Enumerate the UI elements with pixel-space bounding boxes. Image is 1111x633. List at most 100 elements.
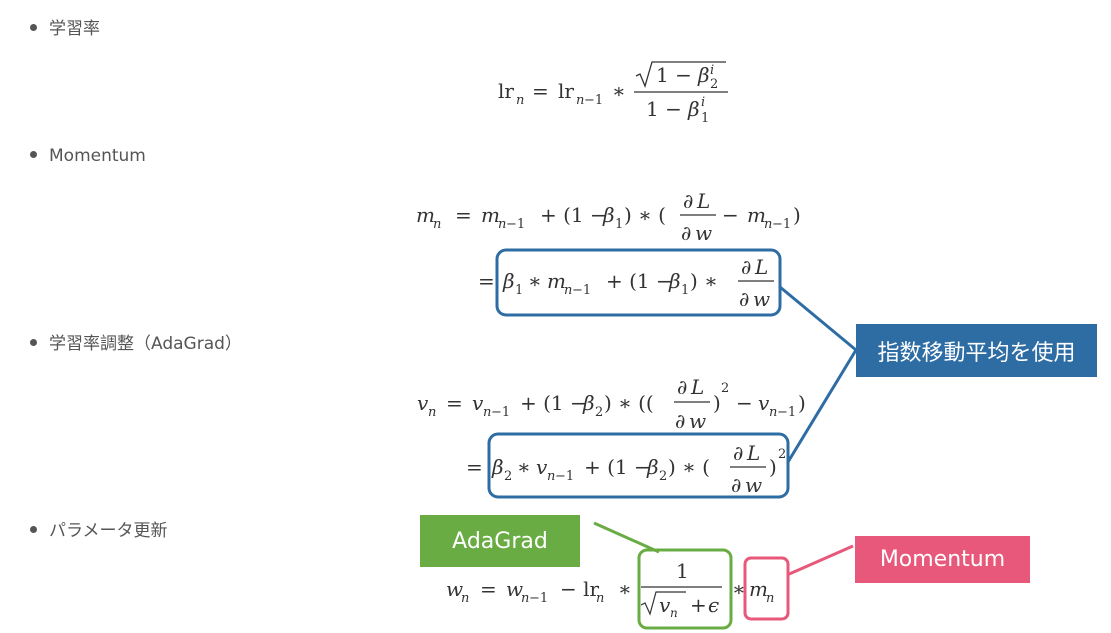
svg-text:=: = bbox=[480, 577, 497, 601]
bullet-dot bbox=[30, 525, 37, 533]
svg-text:∂: ∂ bbox=[675, 409, 685, 433]
callout-ema: 指数移動平均を使用 bbox=[856, 324, 1097, 377]
svg-text:=: = bbox=[446, 391, 463, 415]
svg-text:β: β bbox=[697, 63, 710, 87]
svg-text:−1: −1 bbox=[772, 217, 791, 232]
svg-text:m: m bbox=[547, 269, 566, 293]
svg-text:n: n bbox=[498, 217, 506, 232]
svg-text:v: v bbox=[758, 391, 770, 415]
svg-text:v: v bbox=[472, 391, 484, 415]
equation-learning-rate: lr n = lr n −1 ∗ 1 − β i 2 1 − β i 1 bbox=[498, 61, 728, 126]
callout-momentum-label: Momentum bbox=[879, 547, 1006, 572]
svg-text:m: m bbox=[416, 203, 435, 227]
callout-adagrad: AdaGrad bbox=[420, 515, 580, 567]
svg-text:1: 1 bbox=[701, 111, 709, 126]
svg-text:lr: lr bbox=[498, 79, 514, 103]
svg-text:n: n bbox=[461, 591, 469, 606]
svg-text:∂: ∂ bbox=[739, 287, 749, 311]
bullet-dot bbox=[30, 338, 37, 346]
bullet-dot bbox=[30, 150, 37, 158]
svg-text:v: v bbox=[417, 391, 429, 415]
svg-text:−1: −1 bbox=[506, 217, 525, 232]
svg-text:∗: ∗ bbox=[612, 79, 626, 103]
svg-text:∗: ∗ bbox=[732, 577, 746, 601]
svg-text:+ (1 −: + (1 − bbox=[540, 203, 607, 227]
svg-text:β: β bbox=[668, 269, 681, 293]
svg-text:−1: −1 bbox=[555, 469, 574, 484]
svg-text:β: β bbox=[491, 455, 504, 479]
svg-text:−: − bbox=[736, 391, 753, 415]
svg-text:n: n bbox=[764, 217, 772, 232]
svg-text:) ∗ ((: ) ∗ (( bbox=[604, 391, 654, 415]
bullet-dot bbox=[30, 23, 37, 31]
adagrad-term-highlight bbox=[637, 548, 733, 630]
svg-text:∗: ∗ bbox=[618, 577, 632, 601]
svg-text:=: = bbox=[532, 79, 549, 103]
svg-text:+ (1 −: + (1 − bbox=[606, 269, 673, 293]
svg-text:) ∗ (: ) ∗ ( bbox=[668, 455, 710, 479]
svg-text:n: n bbox=[766, 591, 774, 606]
equation-momentum-1: m n = m n −1 + (1 − β 1 ) ∗ ( ∂ L ∂ w − m … bbox=[416, 189, 801, 245]
svg-text:=: = bbox=[455, 203, 472, 227]
ema-connector-bottom bbox=[786, 349, 858, 463]
equation-momentum-2: = β 1 ∗ m n −1 + (1 − β 1 ) ∗ ∂ L ∂ w bbox=[478, 255, 774, 311]
bullet-label: 学習率 bbox=[49, 19, 100, 39]
svg-text:β: β bbox=[582, 391, 595, 415]
svg-text:∗: ∗ bbox=[528, 269, 542, 293]
svg-text:v: v bbox=[536, 455, 548, 479]
svg-text:w: w bbox=[745, 473, 762, 497]
svg-text:n: n bbox=[769, 405, 777, 420]
svg-text:∂: ∂ bbox=[733, 441, 743, 465]
equation-adagrad-2: = β 2 ∗ v n −1 + (1 − β 2 ) ∗ ( ∂ L ∂ w ) … bbox=[466, 441, 786, 497]
momentum-connector bbox=[786, 544, 854, 577]
svg-text:2: 2 bbox=[778, 447, 786, 462]
svg-text:n: n bbox=[433, 217, 441, 232]
svg-text:L: L bbox=[690, 375, 704, 399]
svg-text:2: 2 bbox=[710, 77, 718, 92]
svg-text:− lr: − lr bbox=[560, 577, 600, 601]
svg-text:−: − bbox=[722, 203, 739, 227]
svg-text:+: + bbox=[690, 593, 707, 617]
svg-text:β: β bbox=[602, 203, 615, 227]
svg-text:lr: lr bbox=[558, 79, 574, 103]
svg-text:w: w bbox=[695, 221, 712, 245]
svg-text:∂: ∂ bbox=[731, 473, 741, 497]
momentum-term-highlight bbox=[743, 556, 790, 621]
svg-text:i: i bbox=[701, 95, 705, 110]
equation-parameter-update: w n = w n −1 − lr n ∗ 1 v n + ϵ ∗ m n bbox=[446, 559, 774, 620]
svg-text:n: n bbox=[596, 591, 604, 606]
svg-text:1: 1 bbox=[681, 283, 689, 298]
svg-text:L: L bbox=[746, 441, 760, 465]
ema-connector-top bbox=[779, 285, 857, 352]
svg-text:∂: ∂ bbox=[683, 189, 693, 213]
svg-text:∂: ∂ bbox=[681, 221, 691, 245]
bullet-label: 学習率調整（AdaGrad） bbox=[49, 334, 242, 354]
bullet-parameter-update: パラメータ更新 bbox=[30, 516, 168, 541]
svg-text:v: v bbox=[659, 593, 671, 617]
svg-text:n: n bbox=[521, 591, 529, 606]
svg-text:n: n bbox=[516, 93, 524, 108]
adagrad-ema-highlight bbox=[487, 432, 790, 499]
svg-text:β: β bbox=[687, 97, 700, 121]
svg-text:2: 2 bbox=[595, 405, 603, 420]
bullet-label: Momentum bbox=[49, 146, 146, 166]
svg-text:=: = bbox=[466, 455, 483, 479]
svg-text:=: = bbox=[478, 269, 495, 293]
svg-text:−1: −1 bbox=[584, 93, 603, 108]
svg-text:w: w bbox=[506, 577, 523, 601]
svg-text:−1: −1 bbox=[491, 405, 510, 420]
svg-text:+ (1 −: + (1 − bbox=[584, 455, 651, 479]
svg-text:L: L bbox=[754, 255, 768, 279]
svg-text:1: 1 bbox=[515, 283, 523, 298]
svg-text:β: β bbox=[646, 455, 659, 479]
svg-text:n: n bbox=[483, 405, 491, 420]
svg-text:∂: ∂ bbox=[741, 255, 751, 279]
svg-text:m: m bbox=[747, 203, 766, 227]
svg-text:n: n bbox=[670, 606, 678, 620]
svg-text:∗: ∗ bbox=[517, 455, 531, 479]
svg-text:+ (1 −: + (1 − bbox=[520, 391, 587, 415]
svg-text:n: n bbox=[547, 469, 555, 484]
svg-text:2: 2 bbox=[721, 381, 729, 396]
svg-text:) ∗ (: ) ∗ ( bbox=[624, 203, 666, 227]
